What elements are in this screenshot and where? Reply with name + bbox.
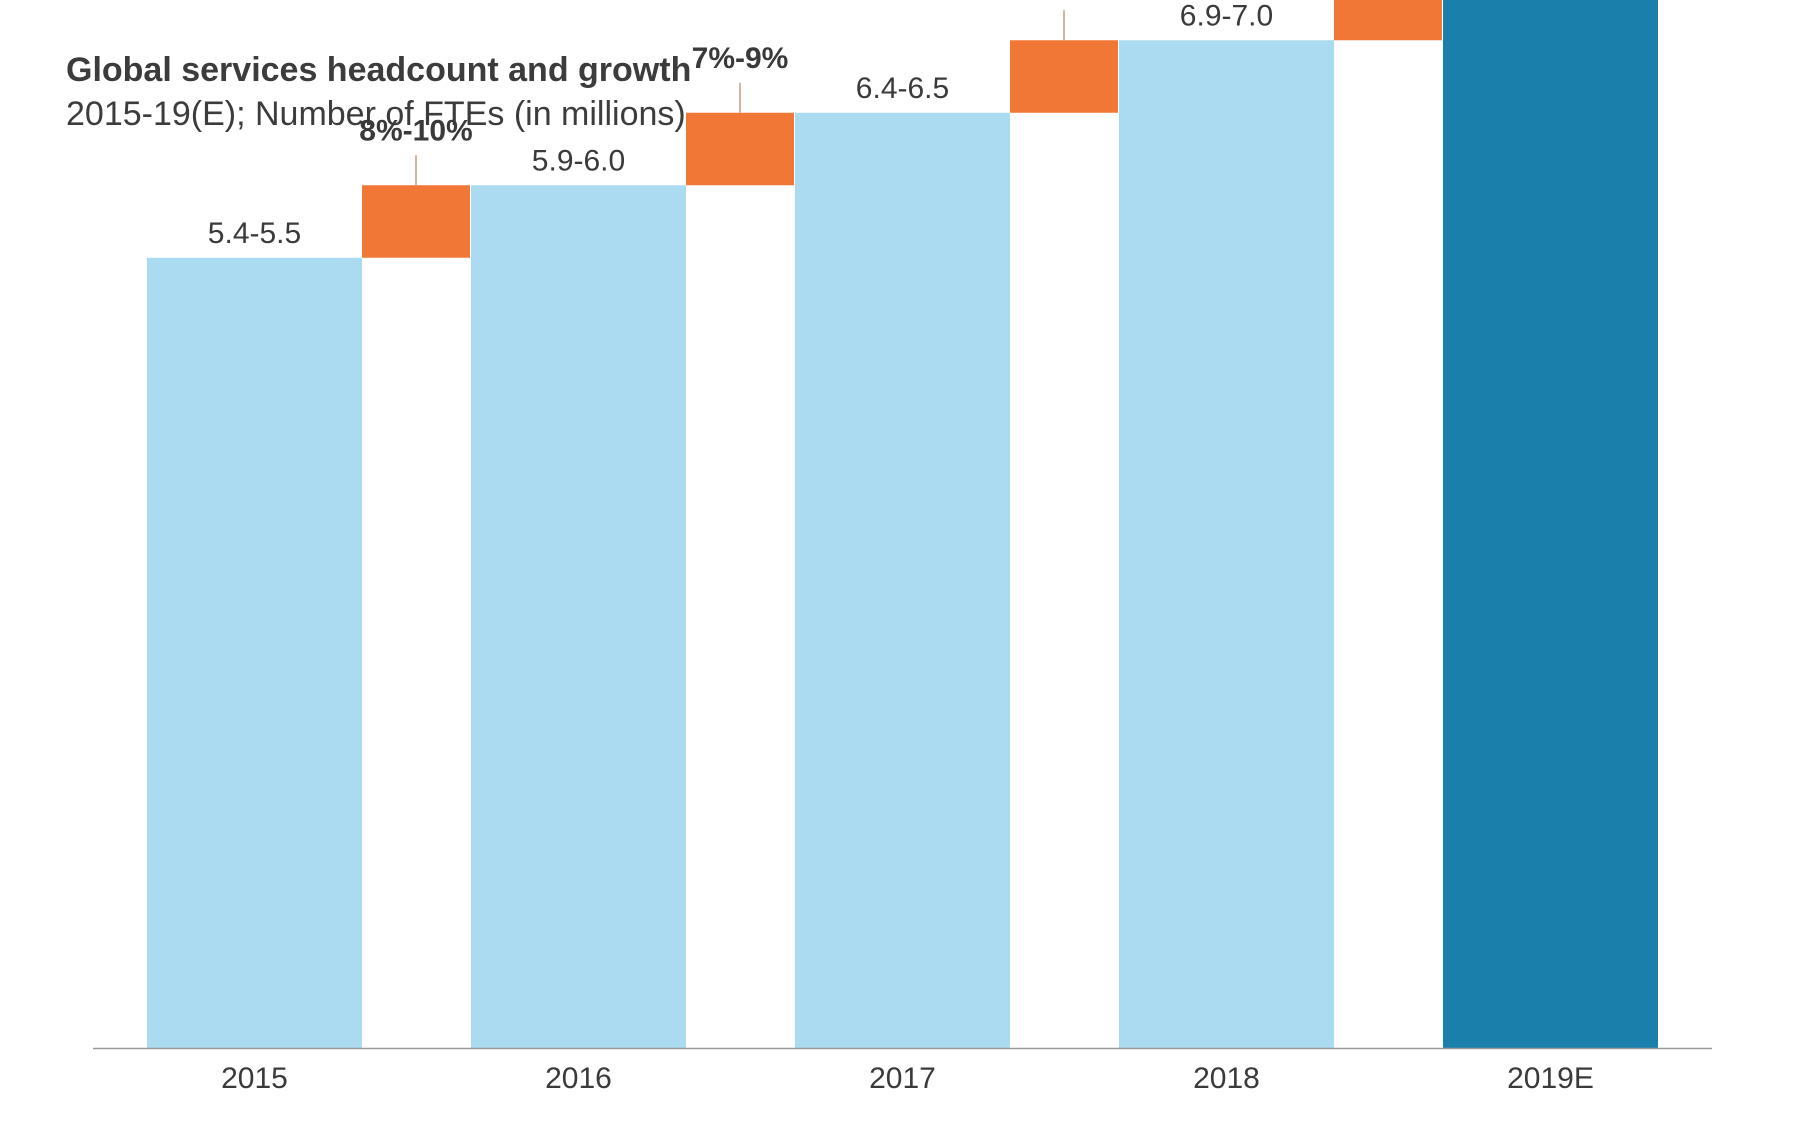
growth-label: 7%-9% (692, 42, 789, 75)
growth-label: 8%-10% (359, 114, 472, 147)
value-label-2018: 6.9-7.0 (1180, 0, 1273, 32)
growth-step-2018 (1010, 40, 1118, 113)
x-tick-label-2016: 2016 (545, 1062, 612, 1095)
value-label-2015: 5.4-5.5 (208, 217, 301, 250)
growth-label: 6%-8% (1016, 0, 1113, 2)
growth-step-2019E (1334, 0, 1442, 41)
value-label-2017: 6.4-6.5 (856, 72, 949, 105)
growth-step-2016 (362, 185, 470, 258)
bar-2018 (1119, 40, 1334, 1048)
chart-title: Global services headcount and growth (66, 51, 692, 89)
bar-2015 (147, 257, 362, 1048)
chart-header: Global services headcount and growth 201… (66, 48, 691, 136)
x-tick-label-2015: 2015 (221, 1062, 288, 1095)
bar-2019E (1443, 0, 1658, 1048)
x-tick-label-2017: 2017 (869, 1062, 936, 1095)
growth-step-2017 (686, 112, 794, 186)
chart-subtitle: 2015-19(E); Number of FTEs (in millions) (66, 95, 686, 133)
bar-2017 (795, 112, 1010, 1048)
x-tick-label-2018: 2018 (1193, 1062, 1260, 1095)
x-tick-label-2019E: 2019E (1507, 1062, 1594, 1095)
bar-2016 (471, 185, 686, 1048)
value-label-2016: 5.9-6.0 (532, 144, 625, 177)
